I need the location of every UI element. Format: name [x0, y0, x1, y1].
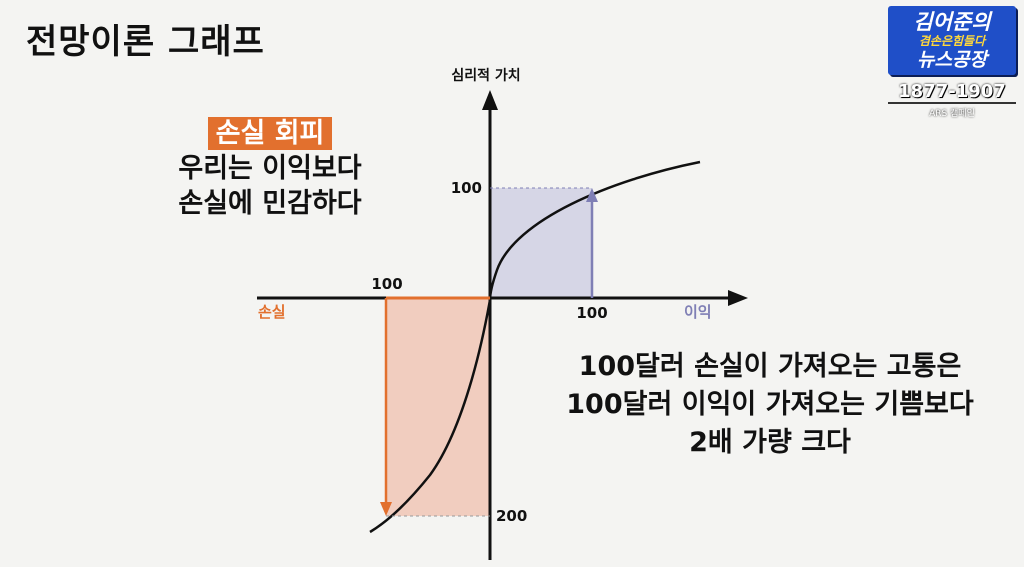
x-axis-loss-label: 손실 [258, 303, 286, 321]
conclusion-line-3: 2배 가량 크다 [689, 427, 851, 458]
conclusion-line-2: 100달러 이익이 가져오는 기쁨보다 [566, 389, 974, 420]
loss-value-region [386, 298, 490, 516]
conclusion-line-1: 100달러 손실이 가져오는 고통은 [578, 351, 962, 382]
conclusion-text: 100달러 손실이 가져오는 고통은 100달러 이익이 가져오는 기쁨보다 2… [520, 348, 1020, 462]
tick-gain-x: 100 [576, 304, 607, 322]
logo-line-3: 뉴스공장 [917, 49, 987, 71]
channel-logo: 김어준의 겸손은힘들다 뉴스공장 1877-1907 ARS 캠페인 [888, 6, 1016, 138]
loss-aversion-note: 손실 회피 우리는 이익보다 손실에 민감하다 [140, 116, 400, 221]
logo-line-2: 겸손은힘들다 [918, 34, 986, 48]
logo-years: 1877-1907 [888, 81, 1016, 104]
logo-line-1: 김어준의 [913, 10, 991, 34]
tick-loss-x: 100 [371, 275, 402, 293]
tick-gain-y: 100 [451, 179, 482, 197]
x-axis-gain-label: 이익 [684, 303, 712, 321]
y-axis-label: 심리적 가치 [451, 67, 520, 84]
value-function-curve [369, 160, 701, 534]
logo-box: 김어준의 겸손은힘들다 뉴스공장 [888, 6, 1016, 75]
note-line-2: 손실에 민감하다 [178, 188, 362, 219]
loss-aversion-badge: 손실 회피 [207, 117, 333, 150]
tick-loss-y: 200 [496, 507, 527, 525]
page-title: 전망이론 그래프 [26, 22, 265, 62]
logo-station: ARS 캠페인 [929, 109, 975, 119]
note-line-1: 우리는 이익보다 [178, 153, 362, 184]
x-axis-arrowhead [728, 290, 748, 306]
loss-arrowhead [380, 502, 392, 516]
y-axis-arrowhead [482, 90, 498, 110]
gain-arrowhead [586, 188, 598, 202]
gain-value-region [490, 188, 592, 298]
